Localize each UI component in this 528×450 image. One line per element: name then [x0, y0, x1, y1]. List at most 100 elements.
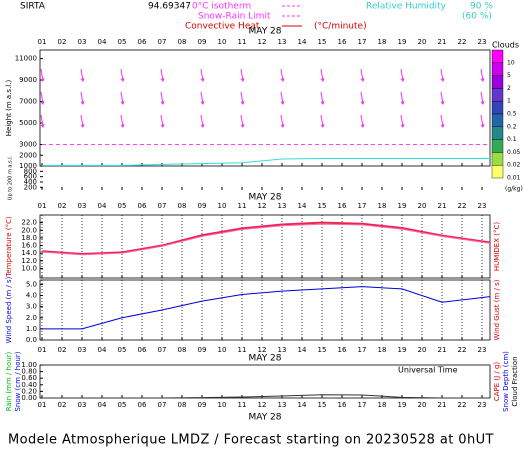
- wind-arrow-head: [80, 77, 85, 82]
- wind-arrow: [480, 114, 484, 128]
- x-tick-label: 05: [118, 38, 127, 46]
- y-tick-label: 7000: [19, 98, 37, 106]
- panel-frame: [39, 214, 491, 279]
- x-tick-label: 02: [58, 38, 67, 46]
- wind-arrow-head: [360, 100, 365, 105]
- y-axis-title: Temperature (°C): [5, 216, 13, 278]
- x-tick-label: 21: [438, 202, 447, 210]
- legend-convective-unit: (°C/minute): [314, 22, 367, 32]
- x-tick-label: 17: [358, 346, 367, 354]
- wind-arrow: [40, 114, 44, 128]
- series-line: [42, 157, 490, 166]
- x-tick-label: 03: [78, 202, 87, 210]
- y-tick-label: 10.0: [21, 264, 37, 272]
- wind-arrow-head: [280, 77, 285, 82]
- wind-arrow: [240, 91, 244, 105]
- wind-arrow-head: [280, 123, 285, 128]
- wind-arrow: [440, 91, 444, 105]
- series-line: [41, 221, 491, 255]
- y2-axis-title: CAPE (J / g): [493, 362, 501, 402]
- y-tick-label: 2.0: [26, 314, 37, 322]
- colorbar-cell: [491, 152, 504, 166]
- coordinate: 94.69347: [148, 2, 191, 12]
- wind-arrow-head: [480, 77, 485, 82]
- wind-arrow-head: [440, 77, 445, 82]
- y-tick-label: 11000: [15, 55, 37, 63]
- y-tick-label: 0.0: [26, 336, 37, 344]
- x-tick-label: 21: [438, 38, 447, 46]
- y-tick-label: 0.20: [21, 387, 37, 395]
- x-tick-label: 18: [378, 346, 387, 354]
- x-tick-label: 10: [218, 202, 227, 210]
- x-tick-label: 11: [238, 202, 247, 210]
- wind-arrow: [80, 68, 84, 82]
- y2-axis-title: Cloud Fraction: [511, 356, 519, 406]
- x-tick-label: 12: [258, 401, 267, 409]
- wind-arrow: [440, 114, 444, 128]
- wind-arrow: [40, 91, 44, 105]
- x-tick-label: 13: [278, 38, 287, 46]
- x-tick-label: 05: [118, 346, 127, 354]
- wind-arrow: [400, 91, 404, 105]
- colorbar-unit: (g/kg): [505, 186, 523, 193]
- x-tick-label: 20: [418, 401, 427, 409]
- x-tick-label: 05: [118, 401, 127, 409]
- x-tick-label: 17: [358, 38, 367, 46]
- x-tick-label: 14: [298, 401, 307, 409]
- x-tick-label: 10: [218, 346, 227, 354]
- colorbar-cell: [491, 139, 504, 153]
- x-tick-label: 07: [158, 202, 167, 210]
- y-tick-label: 14.0: [21, 249, 37, 257]
- date-label: MAY 28: [248, 27, 281, 37]
- x-tick-label: 02: [58, 346, 67, 354]
- x-tick-label: 17: [358, 401, 367, 409]
- y-tick-label: 0.00: [21, 394, 37, 402]
- x-tick-label: 04: [98, 38, 107, 46]
- y-axis-title: Height (m a.s.l.): [5, 80, 13, 137]
- x-tick-label: 12: [258, 38, 267, 46]
- y-tick-label: 16.0: [21, 242, 37, 250]
- wind-arrow: [40, 68, 44, 82]
- x-tick-label: 04: [98, 346, 107, 354]
- wind-arrow: [360, 68, 364, 82]
- x-tick-label: 11: [238, 401, 247, 409]
- wind-arrow: [80, 114, 84, 128]
- wind-arrow: [240, 68, 244, 82]
- legend-isotherm: 0°C isotherm: [192, 2, 251, 12]
- x-tick-label: 21: [438, 346, 447, 354]
- wind-arrow-head: [160, 77, 165, 82]
- wind-arrow: [160, 91, 164, 105]
- x-tick-label: 20: [418, 38, 427, 46]
- wind-arrow-head: [120, 77, 125, 82]
- wind-arrow-head: [200, 100, 205, 105]
- x-tick-label: 13: [278, 401, 287, 409]
- x-tick-label: 15: [318, 38, 327, 46]
- y-tick-label: 2000: [19, 151, 37, 159]
- x-tick-label: 19: [398, 401, 407, 409]
- x-tick-label: 10: [218, 38, 227, 46]
- wind-arrow-head: [40, 100, 45, 105]
- x-tick-label: 23: [478, 38, 487, 46]
- x-tick-label: 19: [398, 346, 407, 354]
- x-tick-label: 09: [198, 401, 207, 409]
- wind-arrow-head: [360, 77, 365, 82]
- y-tick-label: 12.0: [21, 257, 37, 265]
- date-label: MAY 28: [248, 354, 281, 364]
- y-tick-label: 800: [24, 167, 37, 175]
- x-tick-label: 13: [278, 346, 287, 354]
- wind-arrow: [240, 114, 244, 128]
- y-tick-label: 0.60: [21, 374, 37, 382]
- series-line: [41, 223, 491, 256]
- wind-arrow: [400, 68, 404, 82]
- y-tick-label: 9000: [19, 76, 37, 84]
- x-tick-label: 08: [178, 38, 187, 46]
- x-tick-label: 03: [78, 346, 87, 354]
- x-tick-label: 22: [458, 202, 467, 210]
- colorbar-label: 2: [507, 85, 511, 92]
- wind-arrow-head: [120, 123, 125, 128]
- wind-arrow: [280, 68, 284, 82]
- colorbar-label: 0.2: [507, 123, 517, 130]
- wind-arrow: [200, 68, 204, 82]
- x-tick-label: 22: [458, 401, 467, 409]
